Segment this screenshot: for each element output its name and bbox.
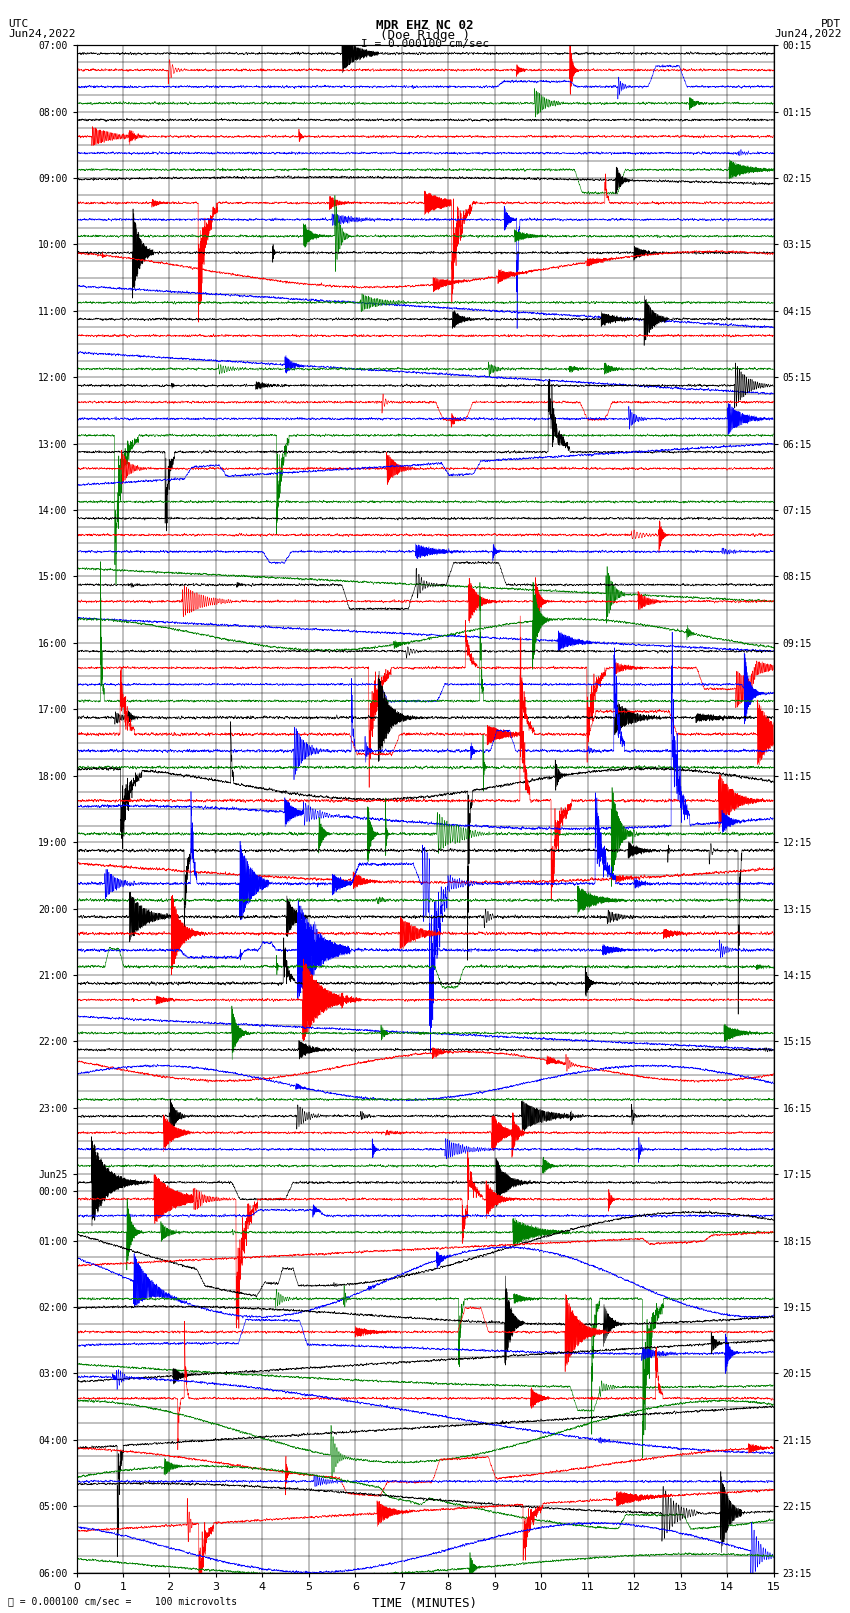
X-axis label: TIME (MINUTES): TIME (MINUTES) <box>372 1597 478 1610</box>
Text: PDT: PDT <box>821 19 842 29</box>
Text: ⎸ = 0.000100 cm/sec =    100 microvolts: ⎸ = 0.000100 cm/sec = 100 microvolts <box>8 1597 238 1607</box>
Text: Jun24,2022: Jun24,2022 <box>774 29 842 39</box>
Text: (Doe Ridge ): (Doe Ridge ) <box>380 29 470 42</box>
Text: UTC: UTC <box>8 19 29 29</box>
Text: Jun24,2022: Jun24,2022 <box>8 29 76 39</box>
Text: I = 0.000100 cm/sec: I = 0.000100 cm/sec <box>361 39 489 48</box>
Text: MDR EHZ NC 02: MDR EHZ NC 02 <box>377 19 473 32</box>
